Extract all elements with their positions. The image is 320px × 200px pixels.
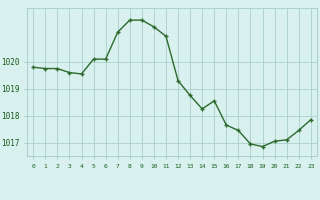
Text: Graphe pression niveau de la mer (hPa): Graphe pression niveau de la mer (hPa)	[58, 182, 262, 190]
